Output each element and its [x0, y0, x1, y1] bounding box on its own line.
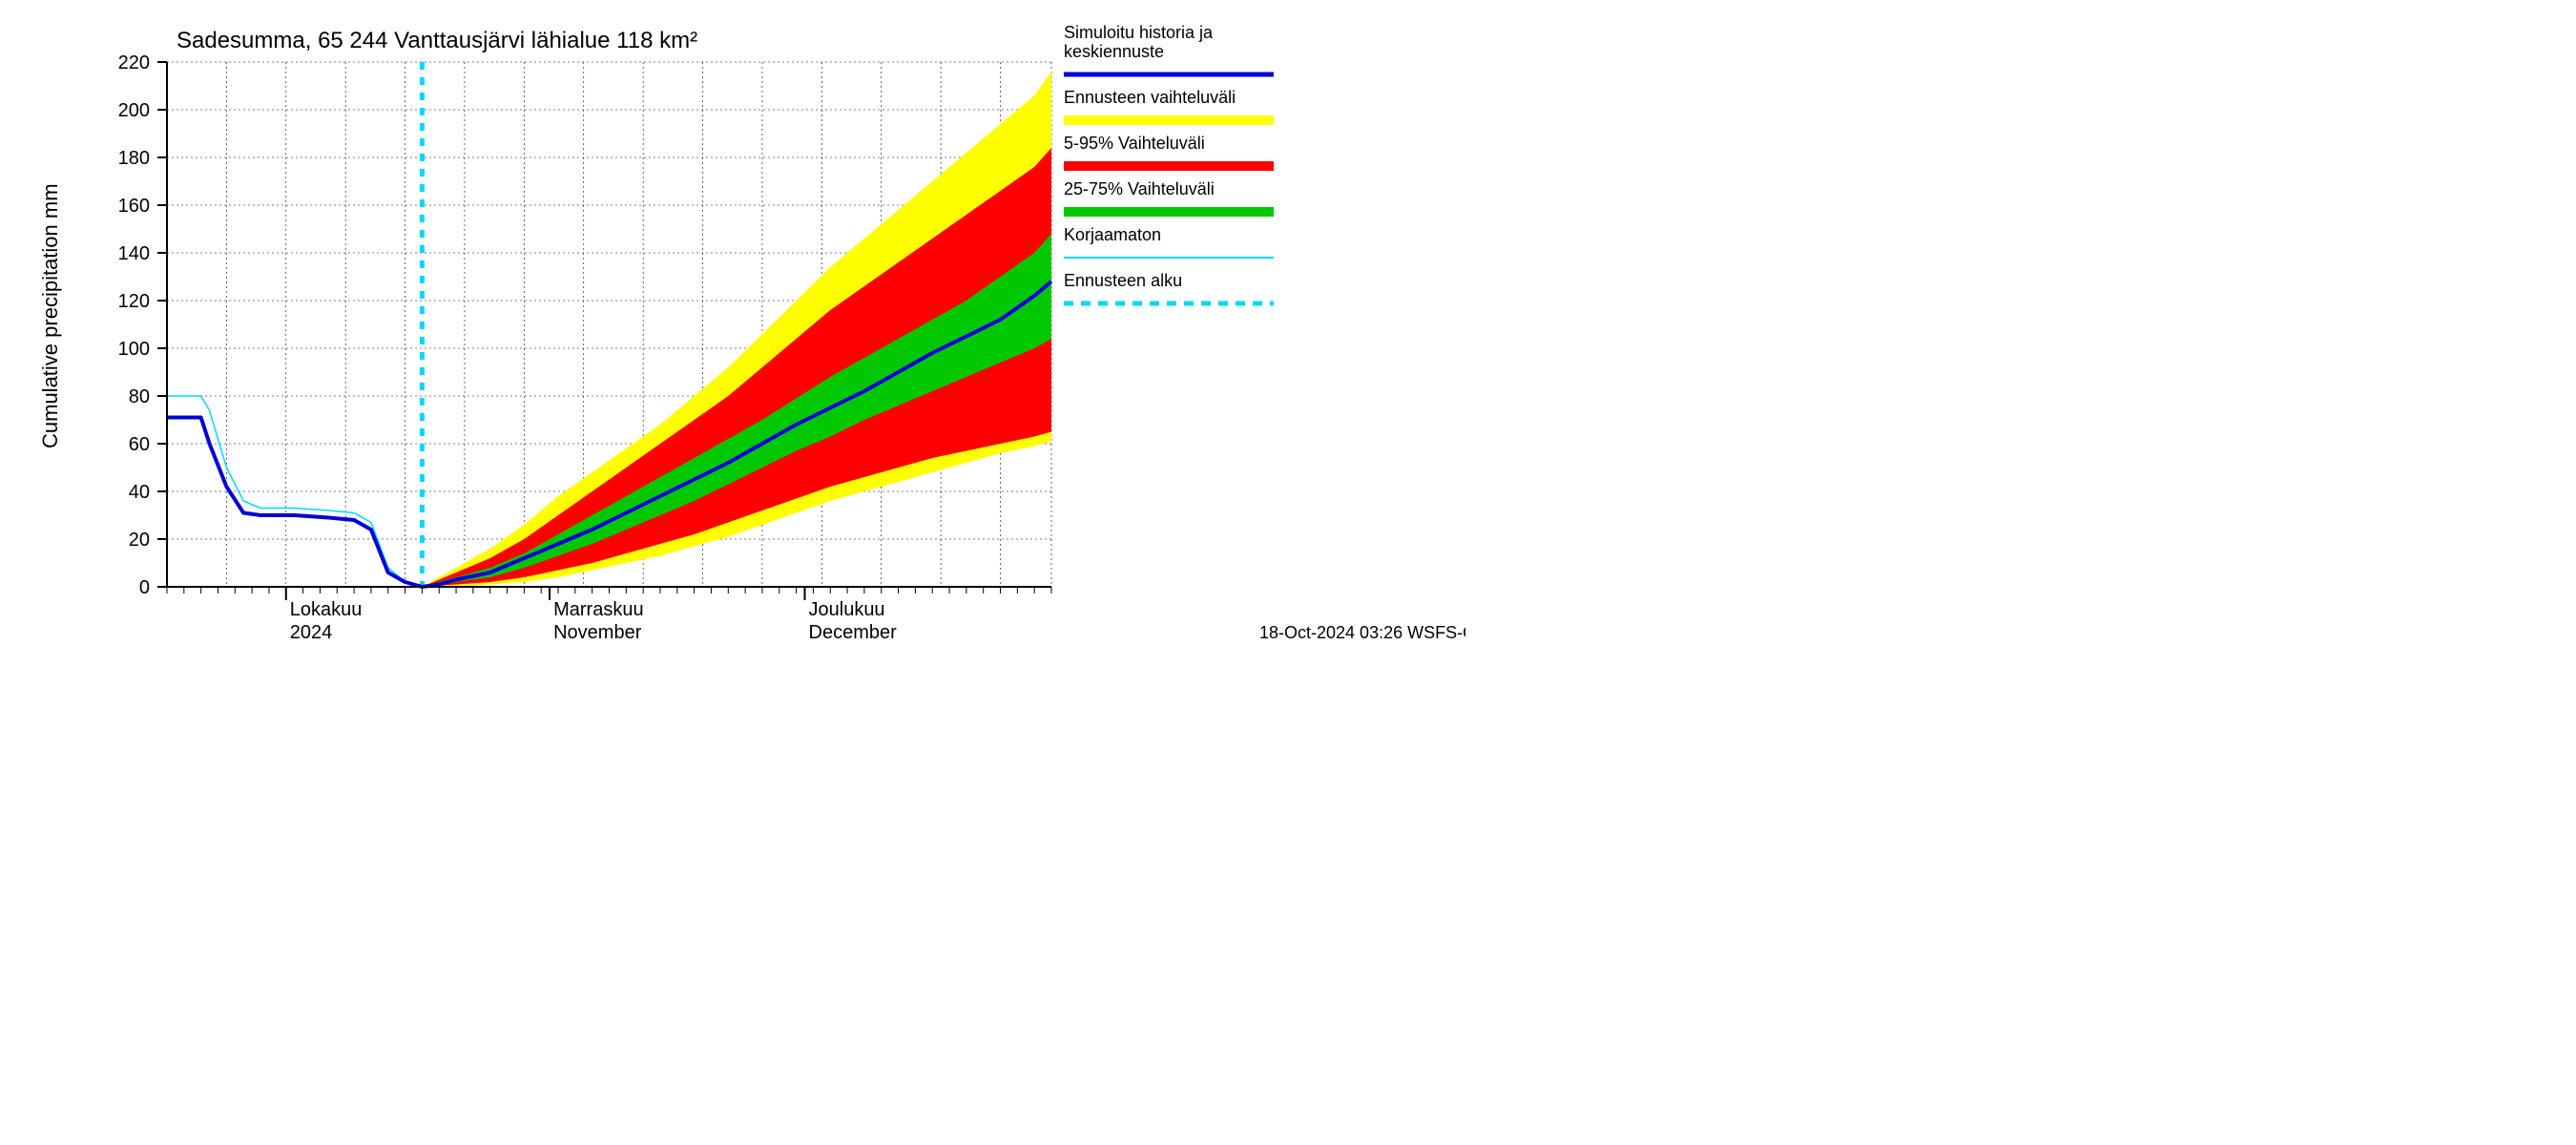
legend-label: Ennusteen vaihteluväli: [1064, 88, 1236, 107]
precipitation-forecast-chart: 0 20 40 60 80 100 120 140 160 180 200 220 Lokakuu202…: [0, 0, 1465, 652]
x-month-label-top: Lokakuu: [290, 599, 363, 620]
y-tick-label: 20: [129, 530, 150, 551]
y-tick-label: 160: [118, 196, 150, 217]
chart-title: Sadesumma, 65 244 Vanttausjärvi lähialue…: [177, 28, 697, 53]
legend-label: Ennusteen alku: [1064, 271, 1182, 290]
legend-label: Korjaamaton: [1064, 225, 1161, 244]
y-tick-label: 80: [129, 386, 150, 407]
y-axis-label: Cumulative precipitation mm: [38, 183, 62, 448]
x-month-label-bot: December: [809, 622, 898, 643]
x-month-label-bot: November: [553, 622, 642, 643]
y-tick-label: 220: [118, 52, 150, 73]
y-tick-label: 120: [118, 291, 150, 312]
legend: Simuloitu historia jakeskiennuste Ennuste…: [1064, 23, 1274, 303]
legend-label: Simuloitu historia ja: [1064, 23, 1214, 42]
chart-footer: 18-Oct-2024 03:26 WSFS-O: [1259, 623, 1465, 642]
y-tick-label: 140: [118, 243, 150, 264]
legend-label: keskiennuste: [1064, 42, 1164, 61]
y-tick-label: 180: [118, 148, 150, 169]
x-ticks: Lokakuu2024 MarraskuuNovember JoulukuuDece…: [167, 587, 1051, 643]
x-month-label-bot: 2024: [290, 622, 333, 643]
y-ticks: 0 20 40 60 80 100 120 140 160 180 200 220: [118, 52, 167, 598]
y-tick-label: 60: [129, 434, 150, 455]
forecast-bands: [422, 72, 1051, 587]
y-tick-label: 0: [139, 577, 150, 598]
legend-label: 5-95% Vaihteluväli: [1064, 134, 1205, 153]
y-tick-label: 100: [118, 339, 150, 360]
legend-label: 25-75% Vaihteluväli: [1064, 179, 1215, 198]
x-month-label-top: Marraskuu: [553, 599, 643, 620]
y-tick-label: 40: [129, 482, 150, 503]
y-tick-label: 200: [118, 100, 150, 121]
x-month-label-top: Joulukuu: [809, 599, 885, 620]
